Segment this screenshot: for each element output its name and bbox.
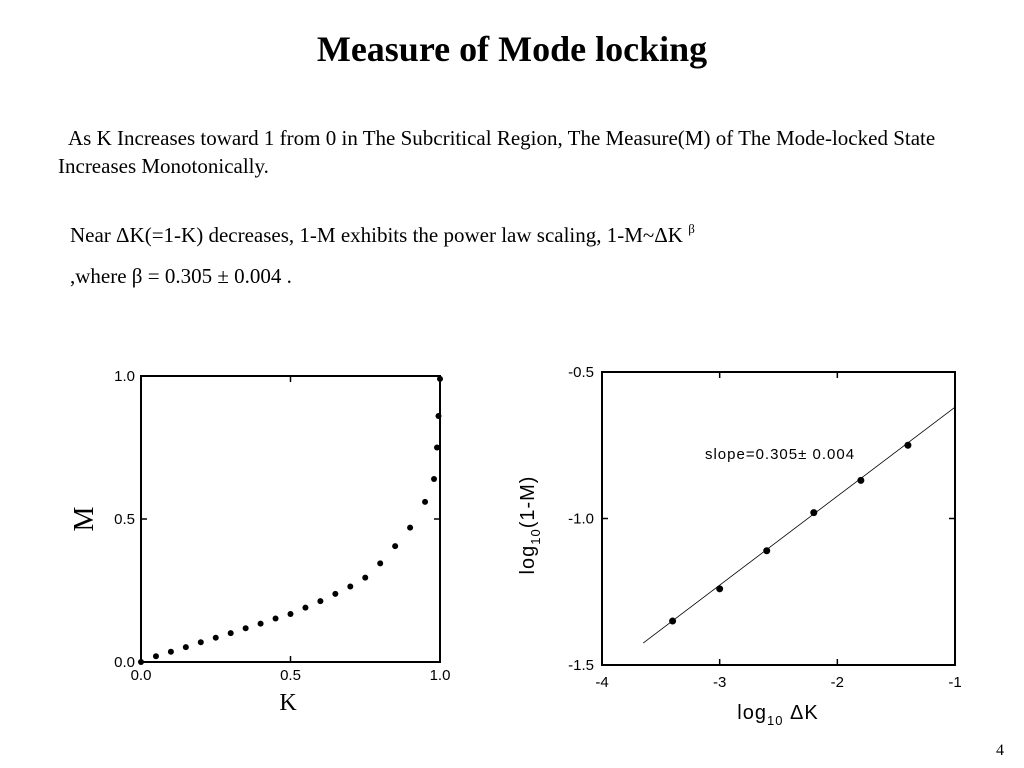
y-tick-label: -1.0 [568, 511, 594, 528]
data-point [167, 648, 174, 655]
data-point [716, 585, 724, 593]
data-point [434, 444, 441, 451]
data-point [437, 375, 443, 382]
measure-vs-k-chart: 0.0 0.5 1.0 0.0 0.5 1.0 K M [69, 368, 450, 716]
x-axis-label: K [279, 690, 297, 716]
data-point [152, 653, 159, 660]
x-tick-label: -3 [713, 674, 726, 691]
beta-value-statement: ,where β = 0.305 ± 0.004 . [70, 264, 292, 288]
x-tick-label: -4 [595, 674, 608, 691]
data-point [287, 610, 294, 617]
data-point [392, 543, 399, 550]
intro-text: As K Increases toward 1 from 0 in The Su… [58, 126, 936, 178]
y-label-variable: (1-M) [517, 476, 539, 529]
intro-paragraph: As K Increases toward 1 from 0 in The Su… [58, 124, 958, 180]
x-tick-label: 0.5 [280, 667, 301, 684]
data-point [857, 476, 865, 484]
y-axis-label: log10(1-M) [517, 476, 543, 575]
x-tick-label: -1 [948, 674, 961, 691]
slope-annotation: slope=0.305± 0.004 [705, 446, 855, 463]
data-point [435, 413, 442, 420]
beta-superscript: β [688, 221, 695, 236]
y-axis-label: M [69, 506, 100, 531]
data-point [212, 634, 219, 641]
plot-frame [140, 375, 441, 663]
data-point [377, 560, 384, 567]
data-point [257, 620, 264, 627]
x-tick-label: -2 [831, 674, 844, 691]
loglog-scaling-chart: -4 -3 -2 -1-0.5-1.0-1.5 slope=0.305± 0.004 … [517, 364, 962, 728]
power-law-statement: Near ΔK(=1-K) decreases, 1-M exhibits th… [70, 221, 695, 252]
data-point [904, 441, 912, 449]
x-axis-label: log10 ΔK [737, 702, 818, 728]
data-point [763, 547, 771, 555]
power-law-text: Near ΔK(=1-K) decreases, 1-M exhibits th… [70, 223, 689, 247]
slide-title: Measure of Mode locking [316, 29, 708, 69]
y-tick-label: -1.5 [568, 657, 594, 674]
y-tick-label: -0.5 [568, 364, 594, 381]
data-point [669, 617, 677, 625]
x-tick-label: 1.0 [430, 667, 451, 684]
data-point [138, 659, 144, 665]
data-point [302, 604, 309, 611]
data-point [407, 524, 414, 531]
y-tick-label: 1.0 [114, 368, 135, 385]
data-point [182, 644, 189, 651]
y-tick-label: 0.0 [114, 654, 135, 671]
y-tick-label: 0.5 [114, 511, 135, 528]
y-label-base: 10 [528, 528, 543, 544]
data-point [332, 590, 339, 597]
page-number: 4 [996, 742, 1004, 759]
data-point [242, 625, 249, 632]
data-point [227, 630, 234, 637]
data-point [317, 598, 324, 605]
data-point [347, 583, 354, 590]
fit-line [642, 406, 956, 644]
x-tick-label: 0.0 [131, 667, 152, 684]
data-point [362, 574, 369, 581]
data-point [197, 639, 204, 646]
x-label-base: 10 [767, 713, 783, 728]
plot-frame [601, 371, 956, 666]
data-point [810, 509, 818, 517]
y-label-log: log [517, 545, 539, 575]
x-label-log: log [737, 702, 767, 724]
data-point [431, 475, 438, 482]
data-point [422, 498, 429, 505]
x-label-variable: ΔK [783, 702, 818, 724]
data-point [272, 615, 279, 622]
